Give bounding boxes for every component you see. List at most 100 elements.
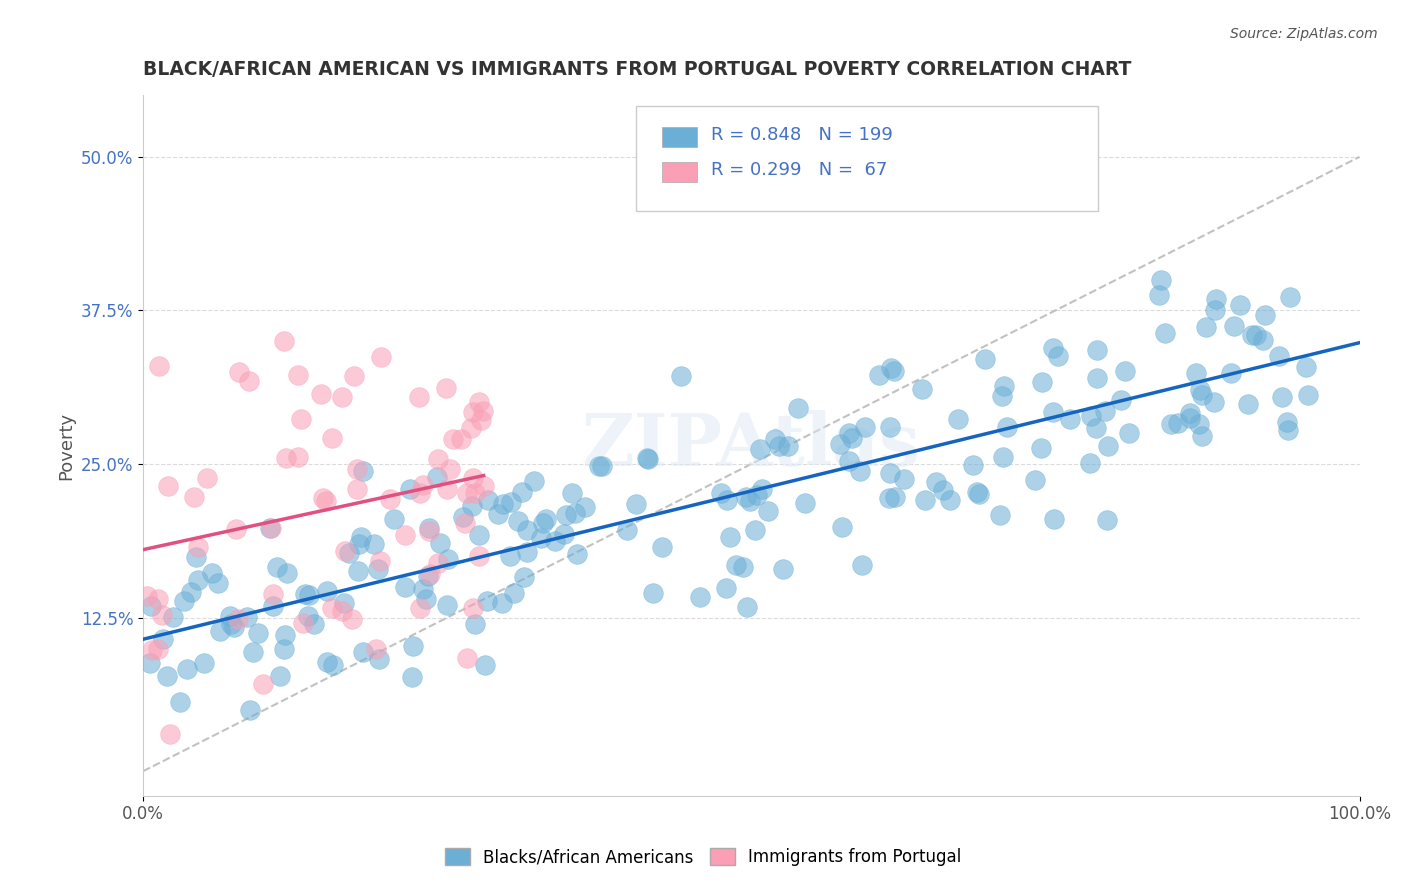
- Point: [219, 617, 242, 632]
- Point: [290, 411, 312, 425]
- Point: [510, 484, 533, 499]
- Point: [146, 642, 169, 657]
- Point: [242, 645, 264, 659]
- Point: [637, 451, 659, 466]
- Point: [436, 482, 458, 496]
- Point: [260, 521, 283, 535]
- Point: [394, 528, 416, 542]
- Point: [1085, 343, 1108, 357]
- Point: [441, 432, 464, 446]
- Point: [893, 472, 915, 486]
- FancyBboxPatch shape: [662, 162, 696, 182]
- Point: [352, 645, 374, 659]
- Point: [491, 596, 513, 610]
- Point: [219, 608, 242, 623]
- Point: [1043, 512, 1066, 526]
- Point: [1094, 404, 1116, 418]
- Point: [756, 504, 779, 518]
- Point: [316, 583, 339, 598]
- Point: [380, 491, 402, 506]
- Point: [772, 561, 794, 575]
- Point: [1254, 309, 1277, 323]
- Point: [1078, 456, 1101, 470]
- Point: [370, 351, 392, 365]
- Point: [315, 494, 337, 508]
- Point: [993, 378, 1015, 392]
- Point: [152, 632, 174, 646]
- Point: [169, 695, 191, 709]
- Point: [1167, 416, 1189, 430]
- Text: R = 0.299   N =  67: R = 0.299 N = 67: [711, 161, 887, 179]
- Point: [1160, 417, 1182, 431]
- Point: [1024, 473, 1046, 487]
- Point: [150, 607, 173, 622]
- Point: [1147, 287, 1170, 301]
- Point: [456, 650, 478, 665]
- Point: [418, 521, 440, 535]
- Point: [838, 425, 860, 440]
- Point: [1185, 366, 1208, 380]
- Point: [136, 590, 159, 604]
- Text: ZIPAtlas: ZIPAtlas: [582, 410, 921, 481]
- Point: [412, 478, 434, 492]
- Point: [561, 485, 583, 500]
- Point: [948, 412, 970, 426]
- Point: [748, 442, 770, 456]
- Point: [349, 536, 371, 550]
- Point: [1240, 327, 1263, 342]
- Point: [239, 703, 262, 717]
- Legend: Blacks/African Americans, Immigrants from Portugal: Blacks/African Americans, Immigrants fro…: [436, 840, 970, 875]
- Point: [914, 492, 936, 507]
- Point: [1296, 388, 1319, 402]
- Point: [262, 587, 284, 601]
- Point: [195, 470, 218, 484]
- Point: [183, 491, 205, 505]
- Point: [470, 413, 492, 427]
- Point: [1194, 319, 1216, 334]
- Point: [350, 530, 373, 544]
- Point: [516, 545, 538, 559]
- Point: [939, 492, 962, 507]
- Point: [226, 612, 249, 626]
- Point: [399, 482, 422, 496]
- Point: [1031, 375, 1053, 389]
- Text: Source: ZipAtlas.com: Source: ZipAtlas.com: [1230, 27, 1378, 41]
- Point: [141, 599, 163, 613]
- Point: [616, 523, 638, 537]
- Point: [1278, 290, 1301, 304]
- Point: [555, 508, 578, 522]
- Point: [995, 420, 1018, 434]
- Point: [273, 627, 295, 641]
- Point: [187, 573, 209, 587]
- Point: [238, 374, 260, 388]
- Point: [409, 600, 432, 615]
- Point: [745, 488, 768, 502]
- Point: [1244, 327, 1267, 342]
- Point: [734, 490, 756, 504]
- Point: [316, 655, 339, 669]
- Point: [1237, 397, 1260, 411]
- Point: [464, 616, 486, 631]
- Point: [714, 581, 737, 595]
- Point: [778, 439, 800, 453]
- Point: [429, 536, 451, 550]
- Point: [456, 486, 478, 500]
- Point: [477, 492, 499, 507]
- Point: [671, 368, 693, 383]
- Point: [1059, 412, 1081, 426]
- Point: [468, 528, 491, 542]
- Point: [346, 564, 368, 578]
- Point: [530, 531, 553, 545]
- Point: [851, 558, 873, 572]
- Point: [738, 494, 761, 508]
- Point: [302, 616, 325, 631]
- Point: [1097, 512, 1119, 526]
- Point: [463, 405, 485, 419]
- Point: [879, 466, 901, 480]
- Point: [716, 493, 738, 508]
- Point: [879, 361, 901, 376]
- Point: [624, 497, 647, 511]
- Point: [180, 585, 202, 599]
- Point: [1191, 429, 1213, 443]
- Point: [409, 486, 432, 500]
